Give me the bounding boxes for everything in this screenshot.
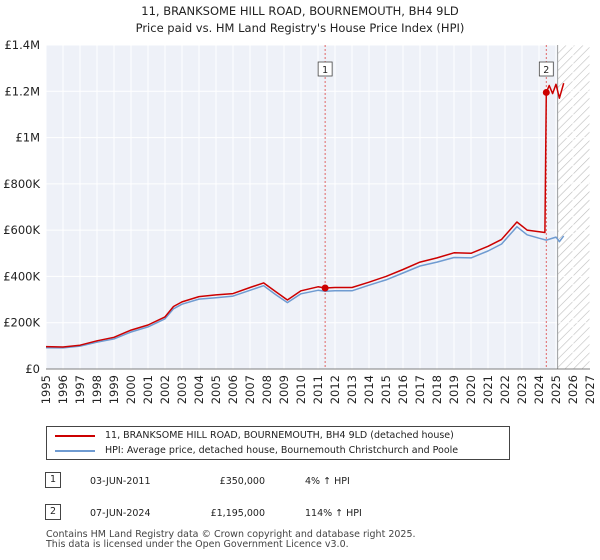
x-tick-label: 2021 [481,375,495,404]
y-tick-label: £1.4M [4,38,40,52]
x-tick-label: 2011 [311,375,325,404]
x-tick-label: 1998 [90,375,104,404]
forecast-region [557,45,590,369]
transaction-hpi: 4% ↑ HPI [305,476,350,487]
transaction-badge: 2 [45,504,61,520]
legend-swatch-hpi [55,449,95,452]
chart-title: 11, BRANKSOME HILL ROAD, BOURNEMOUTH, BH… [0,3,600,37]
marker-badge-label: 2 [543,65,549,76]
footer: Contains HM Land Registry data © Crown c… [46,530,416,550]
x-tick-label: 1999 [107,375,121,404]
footer-line-2: This data is licensed under the Open Gov… [46,539,349,550]
x-tick-label: 2005 [209,375,223,404]
transaction-hpi: 114% ↑ HPI [305,508,362,519]
y-tick-label: £200K [3,316,40,330]
x-tick-label: 2003 [175,375,189,404]
x-tick-label: 2007 [243,375,257,404]
x-tick-label: 2018 [430,375,444,404]
x-tick-label: 2020 [464,375,478,404]
title-line-2: Price paid vs. HM Land Registry's House … [135,21,465,35]
x-tick-label: 2027 [583,375,597,404]
marker-badge-label: 1 [322,65,328,76]
x-tick-label: 1995 [39,375,53,404]
x-tick-label: 2000 [124,375,138,404]
legend-label-hpi: HPI: Average price, detached house, Bour… [105,445,459,456]
marker-badge [538,61,554,77]
marker-badge [317,61,333,77]
x-tick-label: 2006 [226,375,240,404]
transaction-date: 07-JUN-2024 [90,508,151,519]
footer-line-1: Contains HM Land Registry data © Crown c… [46,529,416,540]
x-tick-label: 2025 [549,375,563,404]
x-tick-label: 2026 [566,375,580,404]
x-tick-label: 2012 [328,375,342,404]
legend: 11, BRANKSOME HILL ROAD, BOURNEMOUTH, BH… [46,426,510,460]
transaction-date: 03-JUN-2011 [90,476,151,487]
legend-label-property: 11, BRANKSOME HILL ROAD, BOURNEMOUTH, BH… [105,430,454,441]
y-tick-label: £1M [15,131,40,145]
legend-swatch-property [55,434,95,437]
transaction-price: £350,000 [219,476,265,487]
x-tick-label: 2008 [260,375,274,404]
x-tick-label: 2016 [396,375,410,404]
x-tick-label: 2023 [515,375,529,404]
x-tick-label: 2022 [498,375,512,404]
x-tick-label: 1997 [73,375,87,404]
y-tick-label: £600K [3,223,40,237]
x-tick-label: 1996 [56,375,70,404]
y-tick-label: £1.2M [4,84,40,98]
sale-point [321,284,329,292]
x-tick-label: 2009 [277,375,291,404]
y-tick-label: £400K [3,269,40,283]
title-line-1: 11, BRANKSOME HILL ROAD, BOURNEMOUTH, BH… [141,4,459,18]
transaction-price: £1,195,000 [210,508,265,519]
property-price-line [45,82,565,348]
x-tick-label: 2002 [158,375,172,404]
y-tick-label: £800K [3,177,40,191]
x-tick-label: 2024 [532,375,546,404]
sale-point [542,88,550,96]
y-tick-label: £0 [25,362,40,376]
transaction-badge: 1 [45,472,61,488]
legend-item-hpi: HPI: Average price, detached house, Bour… [55,444,458,458]
x-tick-label: 2014 [362,375,376,404]
x-tick-label: 2004 [192,375,206,404]
legend-item-property: 11, BRANKSOME HILL ROAD, BOURNEMOUTH, BH… [55,429,454,443]
hpi-line [45,225,565,349]
x-tick-label: 2001 [141,375,155,404]
x-tick-label: 2019 [447,375,461,404]
x-tick-label: 2015 [379,375,393,404]
x-tick-label: 2013 [345,375,359,404]
x-tick-label: 2010 [294,375,308,404]
x-tick-label: 2017 [413,375,427,404]
